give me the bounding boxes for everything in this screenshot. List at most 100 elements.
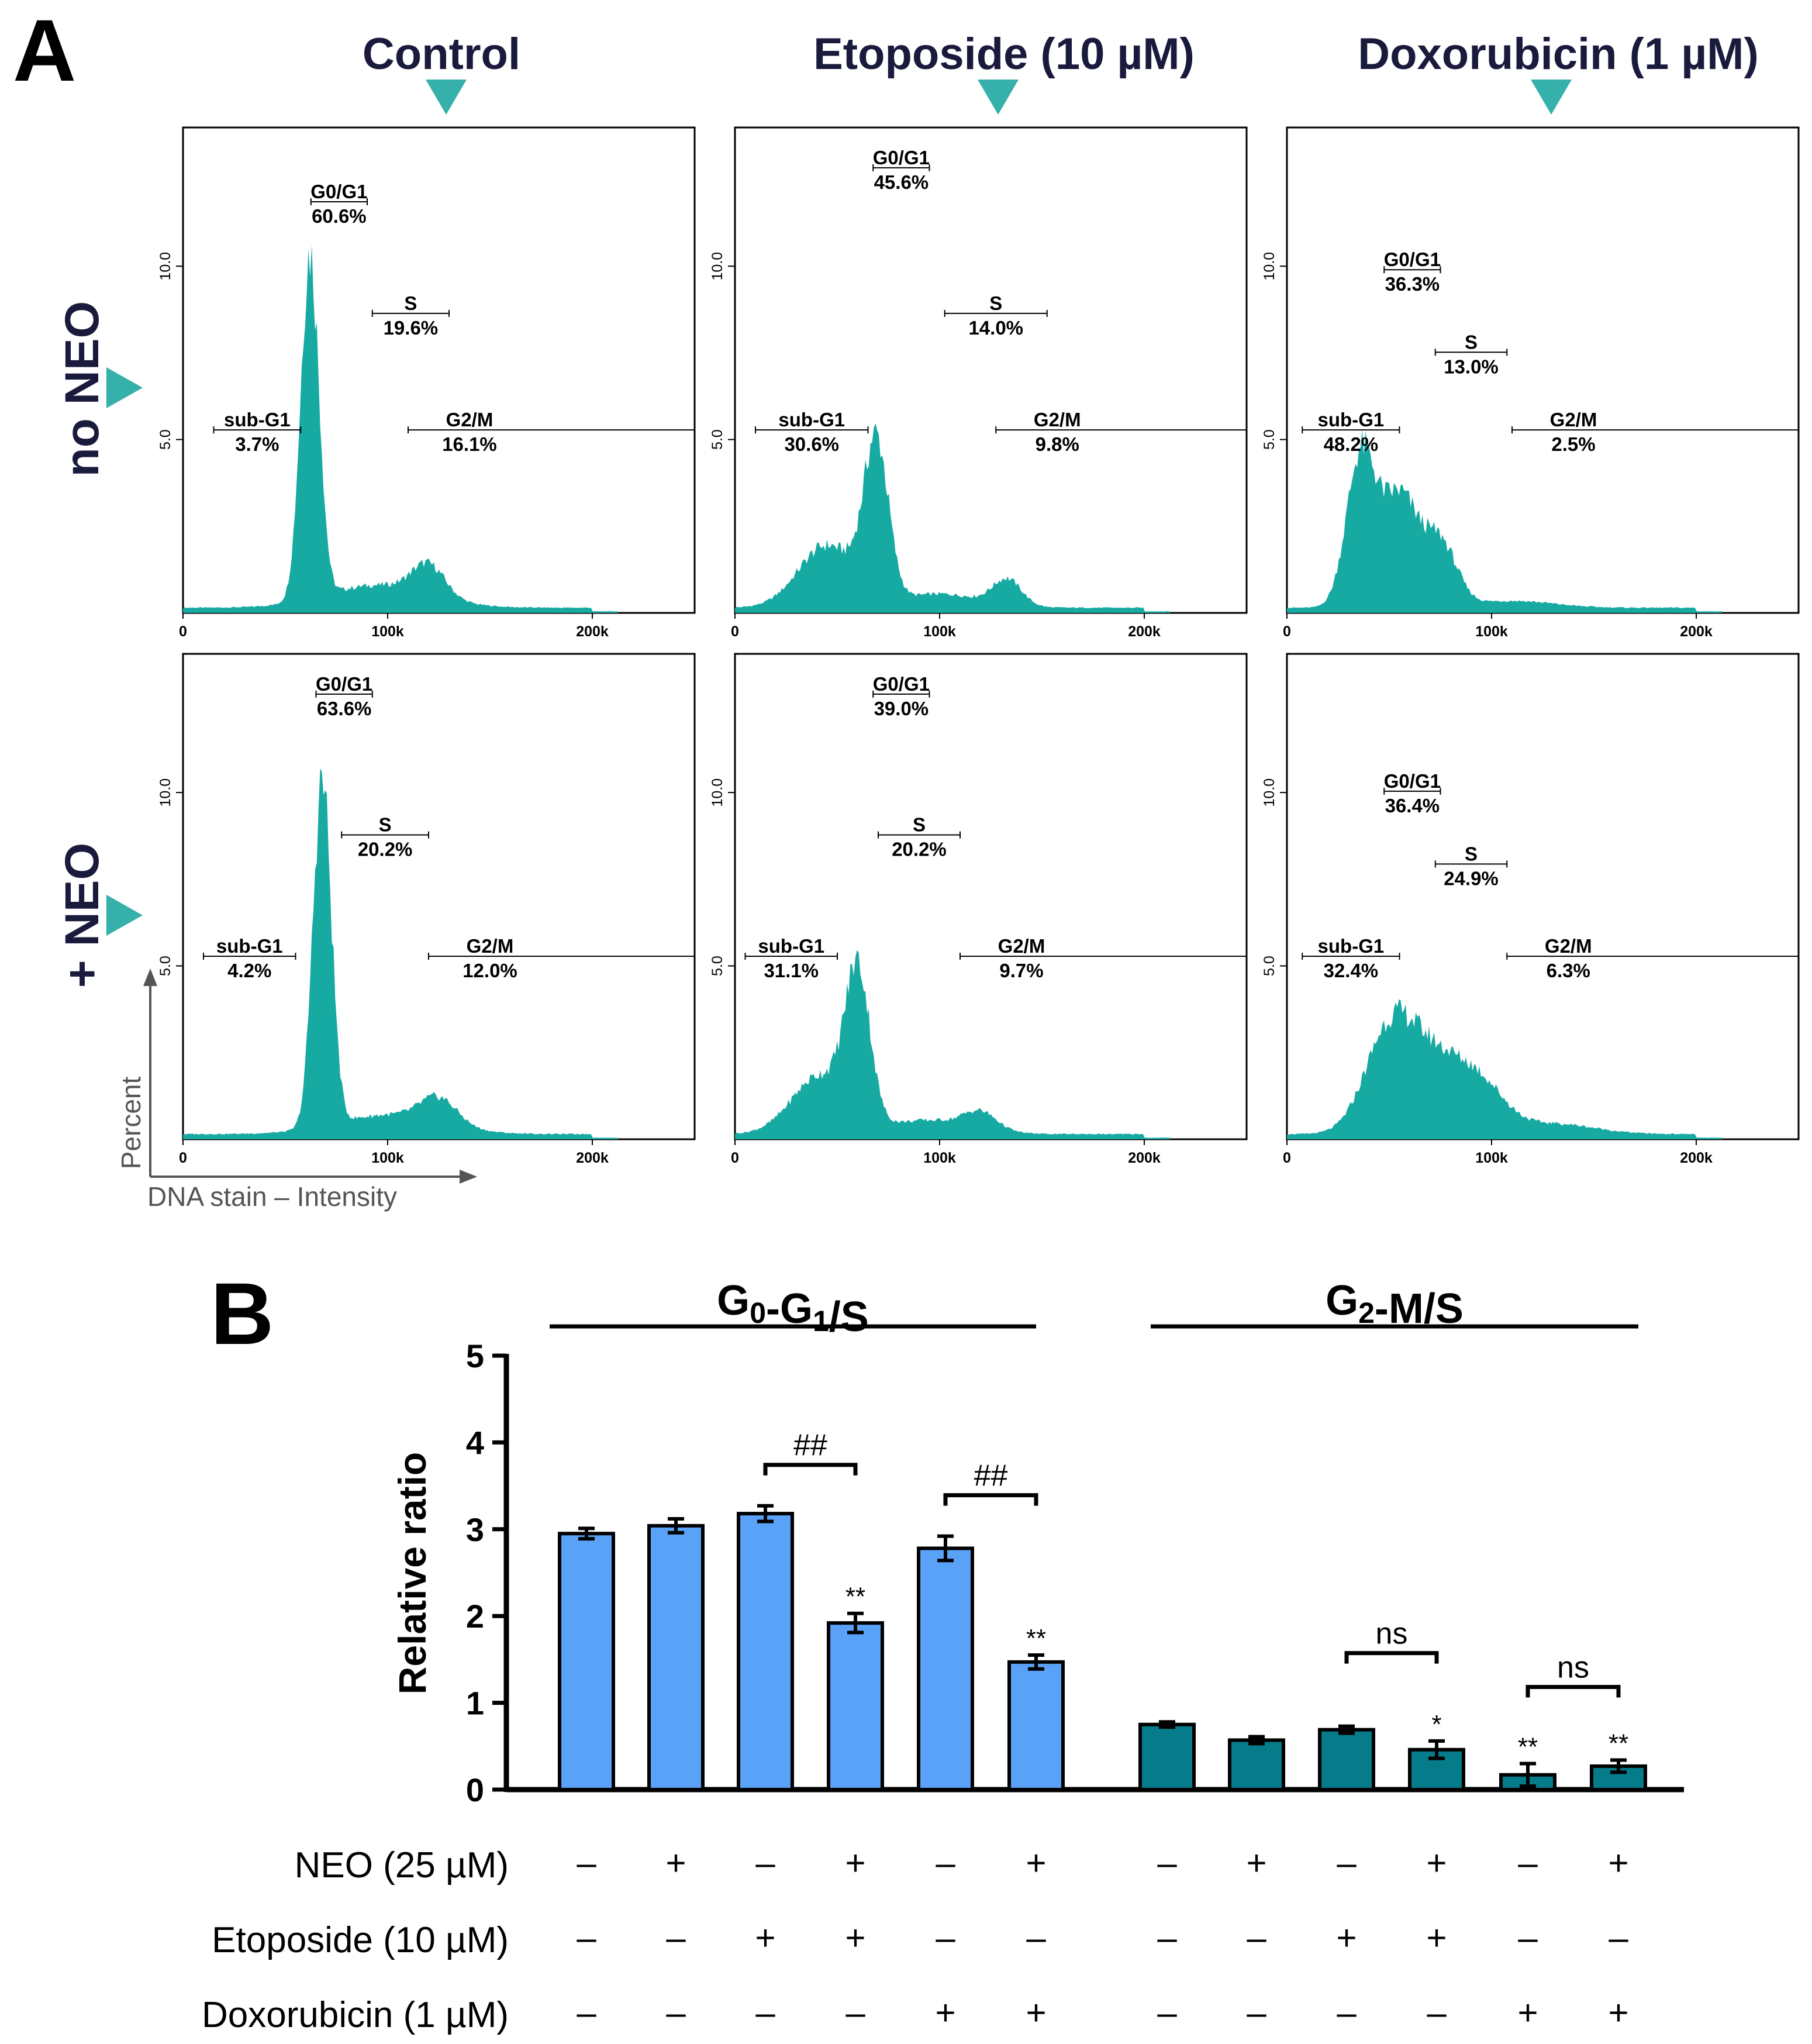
significance-star: ** (1609, 1729, 1628, 1758)
gate-name-label: G2/M (1034, 409, 1081, 430)
condition-label: Etoposide (10 µM) (212, 1920, 509, 1960)
x-tick-label: 200k (1680, 1150, 1713, 1166)
gate-name-label: G2/M (446, 409, 493, 430)
gate-name-label: G0/G1 (1384, 770, 1441, 792)
x-tick-label: 0 (731, 623, 739, 640)
plot-frame (182, 653, 696, 1140)
x-tick-label: 0 (1283, 1150, 1291, 1166)
condition-sign: + (1026, 1993, 1046, 2032)
x-tick-label: 200k (1128, 623, 1161, 640)
comparison-bracket (1525, 1685, 1621, 1698)
gate-name-label: S (404, 292, 417, 314)
histogram-panel: 5.0 10.0 0 100k 200k G0/G1 36.4% S 24.9% sub-G1 32… (1261, 653, 1800, 1166)
condition-sign: – (1026, 1918, 1046, 1957)
bar (1318, 1728, 1375, 1792)
bar-y-tick-label: 0 (466, 1771, 484, 1808)
column-header-doxorubicin: Doxorubicin (1 µM) (1358, 29, 1759, 79)
comparison-bracket (763, 1463, 858, 1476)
y-axis-label-percent: Percent (116, 1077, 146, 1170)
column-arrow-control (426, 80, 467, 115)
gate-name-label: G2/M (1550, 409, 1597, 430)
row-arrow-no-neo (106, 367, 143, 408)
gate-percent-label: 6.3% (1547, 960, 1590, 981)
bar (1228, 1738, 1285, 1792)
comparison-label: ns (1557, 1651, 1589, 1685)
condition-sign: – (755, 1993, 775, 2032)
condition-sign: + (1426, 1918, 1447, 1957)
condition-sign: – (577, 1993, 596, 2032)
panel-a-letter: A (13, 1, 76, 99)
x-tick-label: 0 (1283, 623, 1291, 640)
gate-percent-label: 14.0% (968, 317, 1023, 339)
histogram-area (735, 423, 1170, 613)
gate-name-label: S (989, 292, 1002, 314)
histogram-panel: 5.0 10.0 0 100k 200k G0/G1 60.6% S 19.6% sub-G1 3.… (157, 126, 696, 640)
x-tick-label: 100k (923, 1150, 956, 1166)
x-tick-label: 200k (576, 1150, 609, 1166)
condition-sign: + (845, 1918, 865, 1957)
gate-percent-label: 4.2% (227, 960, 271, 981)
gate-percent-label: 63.6% (317, 698, 372, 719)
gate-name-label: S (379, 814, 392, 836)
bar-y-tick-label: 5 (466, 1338, 484, 1374)
gate-name-label: S (1465, 843, 1478, 864)
gate-name-label: S (1465, 331, 1478, 353)
panel-b-letter: B (210, 1264, 274, 1363)
x-tick-label: 200k (576, 623, 609, 640)
gate-name-label: S (913, 814, 926, 836)
condition-sign: + (1246, 1843, 1266, 1883)
condition-sign: – (936, 1843, 955, 1883)
plot-frame (1286, 653, 1800, 1140)
gate-percent-label: 19.6% (384, 317, 439, 339)
bar (558, 1532, 615, 1791)
column-arrow-etoposide (978, 80, 1019, 115)
gate-percent-label: 2.5% (1551, 433, 1595, 455)
condition-sign: + (1608, 1843, 1628, 1883)
row-label-plus-neo: + NEO (56, 843, 109, 988)
condition-sign: + (1336, 1918, 1357, 1957)
histogram-panel: 5.0 10.0 0 100k 200k G0/G1 39.0% S 20.2% sub-G1 31… (709, 653, 1248, 1166)
condition-sign: + (845, 1843, 865, 1883)
column-header-etoposide: Etoposide (10 µM) (813, 29, 1195, 79)
condition-sign: – (1157, 1843, 1177, 1883)
x-tick-label: 200k (1680, 623, 1713, 640)
gate-name-label: sub-G1 (758, 935, 824, 957)
gate-percent-label: 12.0% (463, 960, 517, 981)
condition-sign: – (1337, 1993, 1357, 2032)
gate-percent-label: 48.2% (1324, 433, 1379, 455)
condition-sign: – (577, 1843, 596, 1883)
row-label-no-neo: no NEO (56, 301, 109, 477)
histogram-area (1287, 430, 1722, 613)
bar-y-tick-label: 2 (466, 1598, 484, 1635)
x-tick-label: 100k (1475, 623, 1508, 640)
condition-sign: – (1518, 1843, 1538, 1883)
gate-percent-label: 9.8% (1036, 433, 1079, 455)
y-tick-label: 10.0 (1261, 778, 1278, 807)
x-tick-label: 0 (731, 1150, 739, 1166)
bar (827, 1621, 884, 1792)
plot-frame (734, 653, 1248, 1140)
histogram-panel: 5.0 10.0 0 100k 200k G0/G1 63.6% S 20.2% sub-G1 4.… (157, 653, 696, 1166)
comparison-bracket (943, 1493, 1038, 1506)
x-tick-label: 100k (371, 623, 404, 640)
condition-sign: – (755, 1843, 775, 1883)
histogram-panel: 5.0 10.0 0 100k 200k G0/G1 36.3% S 13.0% sub-G1 48… (1261, 126, 1800, 640)
bar (917, 1546, 974, 1791)
y-tick-label: 5.0 (709, 956, 726, 976)
histogram-panels: 5.0 10.0 0 100k 200k G0/G1 60.6% S 19.6% sub-G1 3.… (157, 126, 1800, 1166)
condition-sign: – (666, 1918, 686, 1957)
x-tick-label: 0 (179, 1150, 187, 1166)
condition-sign: + (935, 1993, 955, 2032)
bar-y-tick-label: 3 (466, 1511, 484, 1548)
group-label: G2-M/S (1326, 1277, 1464, 1332)
bar (1007, 1660, 1065, 1792)
bar (1138, 1722, 1196, 1791)
plot-frame (734, 126, 1248, 614)
gate-percent-label: 13.0% (1444, 356, 1499, 377)
gate-percent-label: 30.6% (784, 433, 839, 455)
condition-sign: – (666, 1993, 686, 2032)
x-guide-arrowhead (460, 1170, 477, 1184)
y-guide-arrowhead (143, 968, 157, 986)
